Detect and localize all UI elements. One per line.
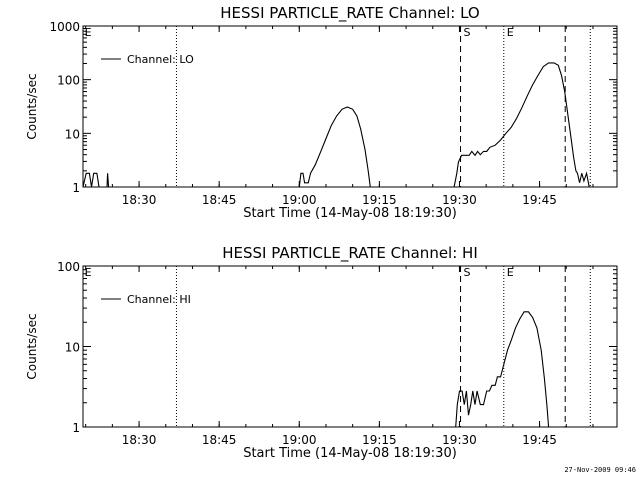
marker-label: E — [507, 26, 514, 39]
series-line — [298, 106, 371, 188]
y-tick-label: 1 — [72, 421, 80, 435]
corner-marker-label: E — [85, 26, 92, 39]
x-tick-label: 18:45 — [202, 433, 237, 447]
marker-label: S — [464, 266, 471, 279]
x-tick-label: 19:30 — [442, 433, 477, 447]
chart-title: HESSI PARTICLE_RATE Channel: HI — [222, 244, 478, 263]
x-tick-label: 18:30 — [122, 193, 157, 207]
x-tick-label: 19:15 — [362, 433, 397, 447]
panel-hi: HESSI PARTICLE_RATE Channel: HI 18:30 18:4… — [25, 244, 618, 461]
series-line — [106, 173, 110, 188]
chart-title: HESSI PARTICLE_RATE Channel: LO — [220, 4, 479, 23]
x-tick-label: 19:00 — [282, 193, 317, 207]
corner-marker-label: E — [85, 266, 92, 279]
series-line — [453, 62, 590, 188]
y-tick-label: 10 — [65, 341, 80, 355]
timestamp-stamp: 27-Nov-2009 09:46 — [564, 466, 636, 474]
plot-frame — [82, 25, 618, 188]
x-tick-label: 19:00 — [282, 433, 317, 447]
y-tick-label: 1 — [72, 181, 80, 195]
x-axis-label: Start Time (14-May-08 18:19:30) — [243, 206, 457, 221]
y-axis-label: Counts/sec — [25, 73, 39, 139]
x-tick-label: 19:45 — [522, 433, 557, 447]
marker-label: S — [464, 26, 471, 39]
panel-lo: HESSI PARTICLE_RATE Channel: LO 18:30 18:4… — [25, 4, 618, 221]
x-axis-label: Start Time (14-May-08 18:19:30) — [243, 446, 457, 461]
y-tick-label: 100 — [57, 74, 80, 88]
x-tick-label: 19:15 — [362, 193, 397, 207]
series-line — [455, 311, 550, 428]
x-tick-label: 19:45 — [522, 193, 557, 207]
x-tick-label: 18:45 — [202, 193, 237, 207]
y-tick-label: 1000 — [49, 20, 80, 34]
y-tick-label: 10 — [65, 127, 80, 141]
plot-frame — [82, 265, 618, 428]
y-axis-label: Counts/sec — [25, 313, 39, 379]
legend-entry: Channel: LO — [127, 53, 194, 66]
marker-label: E — [507, 266, 514, 279]
x-tick-label: 18:30 — [122, 433, 157, 447]
y-tick-label: 100 — [57, 260, 80, 274]
legend-entry: Channel: HI — [127, 293, 191, 306]
series-line — [82, 172, 100, 188]
x-tick-label: 19:30 — [442, 193, 477, 207]
